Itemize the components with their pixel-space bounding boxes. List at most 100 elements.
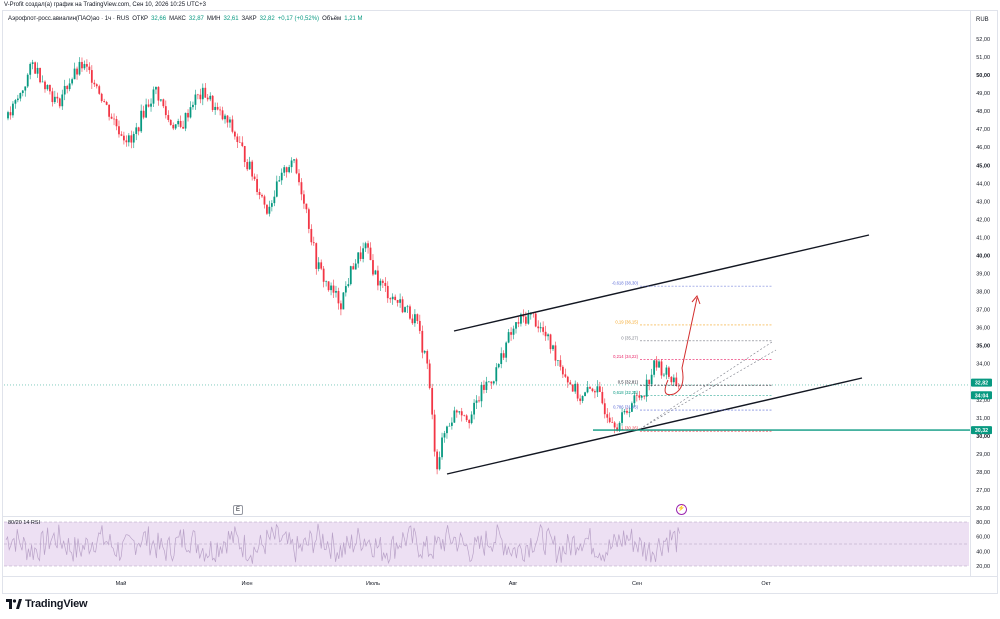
candle-body [460,411,463,416]
candle-body [300,182,303,195]
event-icon[interactable]: ⚡ [676,504,687,515]
price-axis-divider [970,11,971,577]
candle-body [142,110,145,118]
rsi-indicator-label[interactable]: 80/20 14 RSI [8,520,41,526]
candle-body [251,161,254,177]
candle-body [238,142,241,143]
candle-body [566,376,569,383]
candle-body [640,395,643,398]
candle-body [672,377,675,383]
candle-body [135,127,138,134]
candle-body [152,89,155,104]
candle-body [418,320,421,331]
candle-body [317,262,320,269]
price-tick-label: 29,00 [976,452,990,458]
candle-body [263,196,266,205]
candle-body [455,410,458,413]
candle-body [431,388,434,415]
candle-body [63,85,66,95]
candle-body [61,94,64,107]
candle-body [487,381,490,383]
channel-upper-line[interactable] [453,234,870,332]
candle-body [130,135,133,143]
candle-body [53,96,56,103]
candle-body [473,402,475,415]
candle-body [645,379,648,397]
price-label-bg [971,391,992,400]
candle-body [105,101,108,105]
candle-body [517,322,520,324]
candle-body [110,116,113,119]
candle-body [174,124,177,129]
projection-line[interactable] [639,349,777,430]
candle-body [450,422,453,426]
rsi-tick-label: 40,00 [976,549,990,555]
candle-body [537,326,540,329]
candle-body [73,68,76,80]
open-value: 32,66 [151,16,167,22]
candle-body [132,133,135,143]
candle-body [621,412,623,423]
pane-divider[interactable] [3,516,971,517]
candle-body [544,331,547,337]
forecast-arrow[interactable] [664,297,698,396]
candle-body [436,451,438,470]
candle-body [453,410,456,423]
close-value: 32,82 [259,16,275,22]
candle-body [423,351,426,353]
fib-level-label: 0,5 (32,81) [618,380,639,385]
candle-body [631,403,633,412]
candle-body [288,167,291,173]
price-tick-label: 36,00 [976,326,990,332]
candle-body [66,85,69,90]
candle-body [623,410,626,413]
price-tick-label: 34,00 [976,362,990,368]
candle-body [384,282,387,286]
earnings-marker[interactable]: E [233,505,243,515]
candle-body [157,86,160,101]
candle-body [26,74,29,87]
candle-body [56,96,59,99]
candle-body [677,385,680,387]
tradingview-brand[interactable]: TradingView [6,598,88,610]
candle-body [120,134,123,136]
candle-body [162,99,165,107]
price-tick-label: 38,00 [976,290,990,296]
candle-body [123,135,125,141]
candle-body [502,353,505,358]
price-tick-label: 30,00 [976,434,990,440]
time-axis-divider [3,576,997,577]
channel-lower-line[interactable] [446,377,863,475]
candle-body [199,94,202,100]
symbol-name[interactable]: Аэрофлот-росс.авиалин(ПАО)ао · 1ч · RUS [8,16,130,22]
candle-body [554,345,557,361]
rsi-tick-label: 20,00 [976,564,990,570]
change-value: +0,17 (+0,52%) [277,16,320,22]
candle-body [406,306,409,308]
candle-body [598,386,601,392]
candle-body [389,298,392,300]
candle-body [204,87,207,98]
candle-body [354,263,357,270]
candle-body [305,203,308,210]
projection-line[interactable] [639,341,773,430]
candle-body [628,411,631,413]
candle-body [295,159,298,174]
candle-body [443,433,446,438]
open-label: ОТКР [132,16,149,22]
candle-body [490,381,493,384]
price-tick-label: 50,00 [976,73,990,79]
candle-body [270,203,273,207]
time-tick-label: Сен [632,581,642,587]
candle-body [261,194,263,197]
candle-body [137,127,140,132]
candle-body [478,400,480,402]
candle-body [83,64,86,69]
candle-body [78,61,81,75]
candle-body [394,296,397,300]
candle-body [231,119,234,132]
candle-body [584,392,586,397]
rsi-tick-label: 60,00 [976,535,990,541]
currency-label[interactable]: RUB [976,17,989,23]
